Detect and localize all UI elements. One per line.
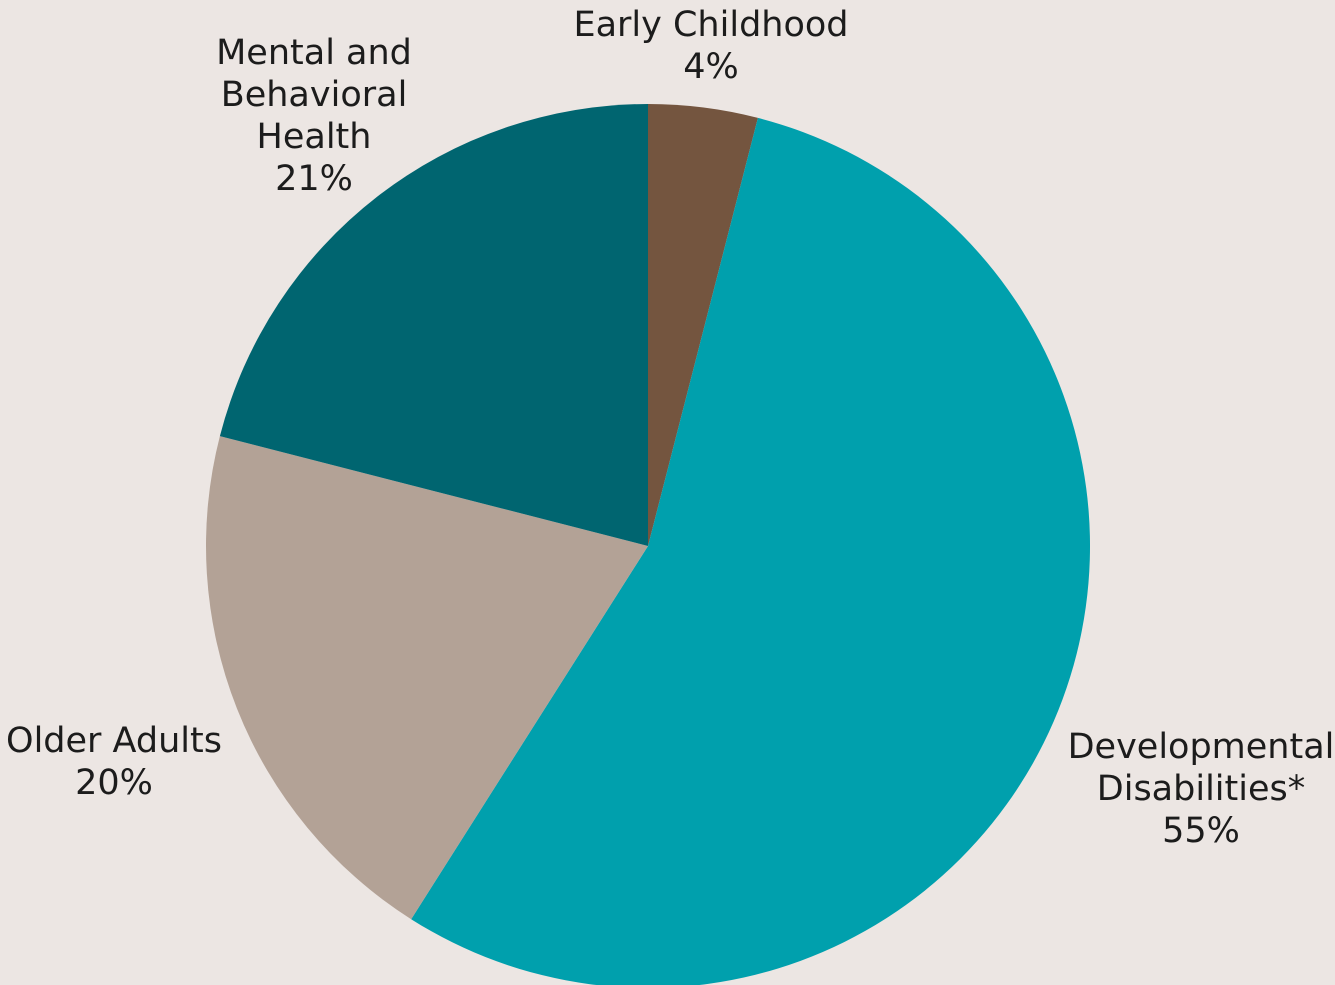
slice-name-label: Disabilities* — [1097, 769, 1305, 809]
slice-developmental-disabilities — [411, 117, 1090, 985]
slice-name-label: Older Adults — [6, 721, 222, 761]
label-developmental-disabilities: Developmental Disabilities* 55% — [1068, 727, 1335, 851]
slice-name-label: Mental and — [216, 33, 412, 73]
slice-value-label: 21% — [275, 159, 353, 199]
slice-name-label: Behavioral — [221, 75, 408, 115]
slice-mental-behavioral-health — [219, 104, 648, 546]
slice-name-label: Early Childhood — [573, 5, 848, 45]
slice-older-adults — [206, 436, 649, 920]
slice-early-childhood — [648, 104, 758, 546]
slice-name-label: Developmental — [1068, 727, 1335, 767]
slice-value-label: 4% — [683, 47, 739, 87]
slice-labels: Early Childhood 4% Developmental Disabiliti… — [6, 5, 1334, 851]
slice-value-label: 20% — [75, 763, 153, 803]
label-early-childhood: Early Childhood 4% — [573, 5, 848, 87]
label-mental-behavioral-health: Mental and Behavioral Health 21% — [216, 33, 412, 199]
slice-name-label: Health — [257, 117, 372, 157]
slice-value-label: 55% — [1162, 811, 1240, 851]
pie-slices — [206, 104, 1090, 985]
label-older-adults: Older Adults 20% — [6, 721, 222, 803]
